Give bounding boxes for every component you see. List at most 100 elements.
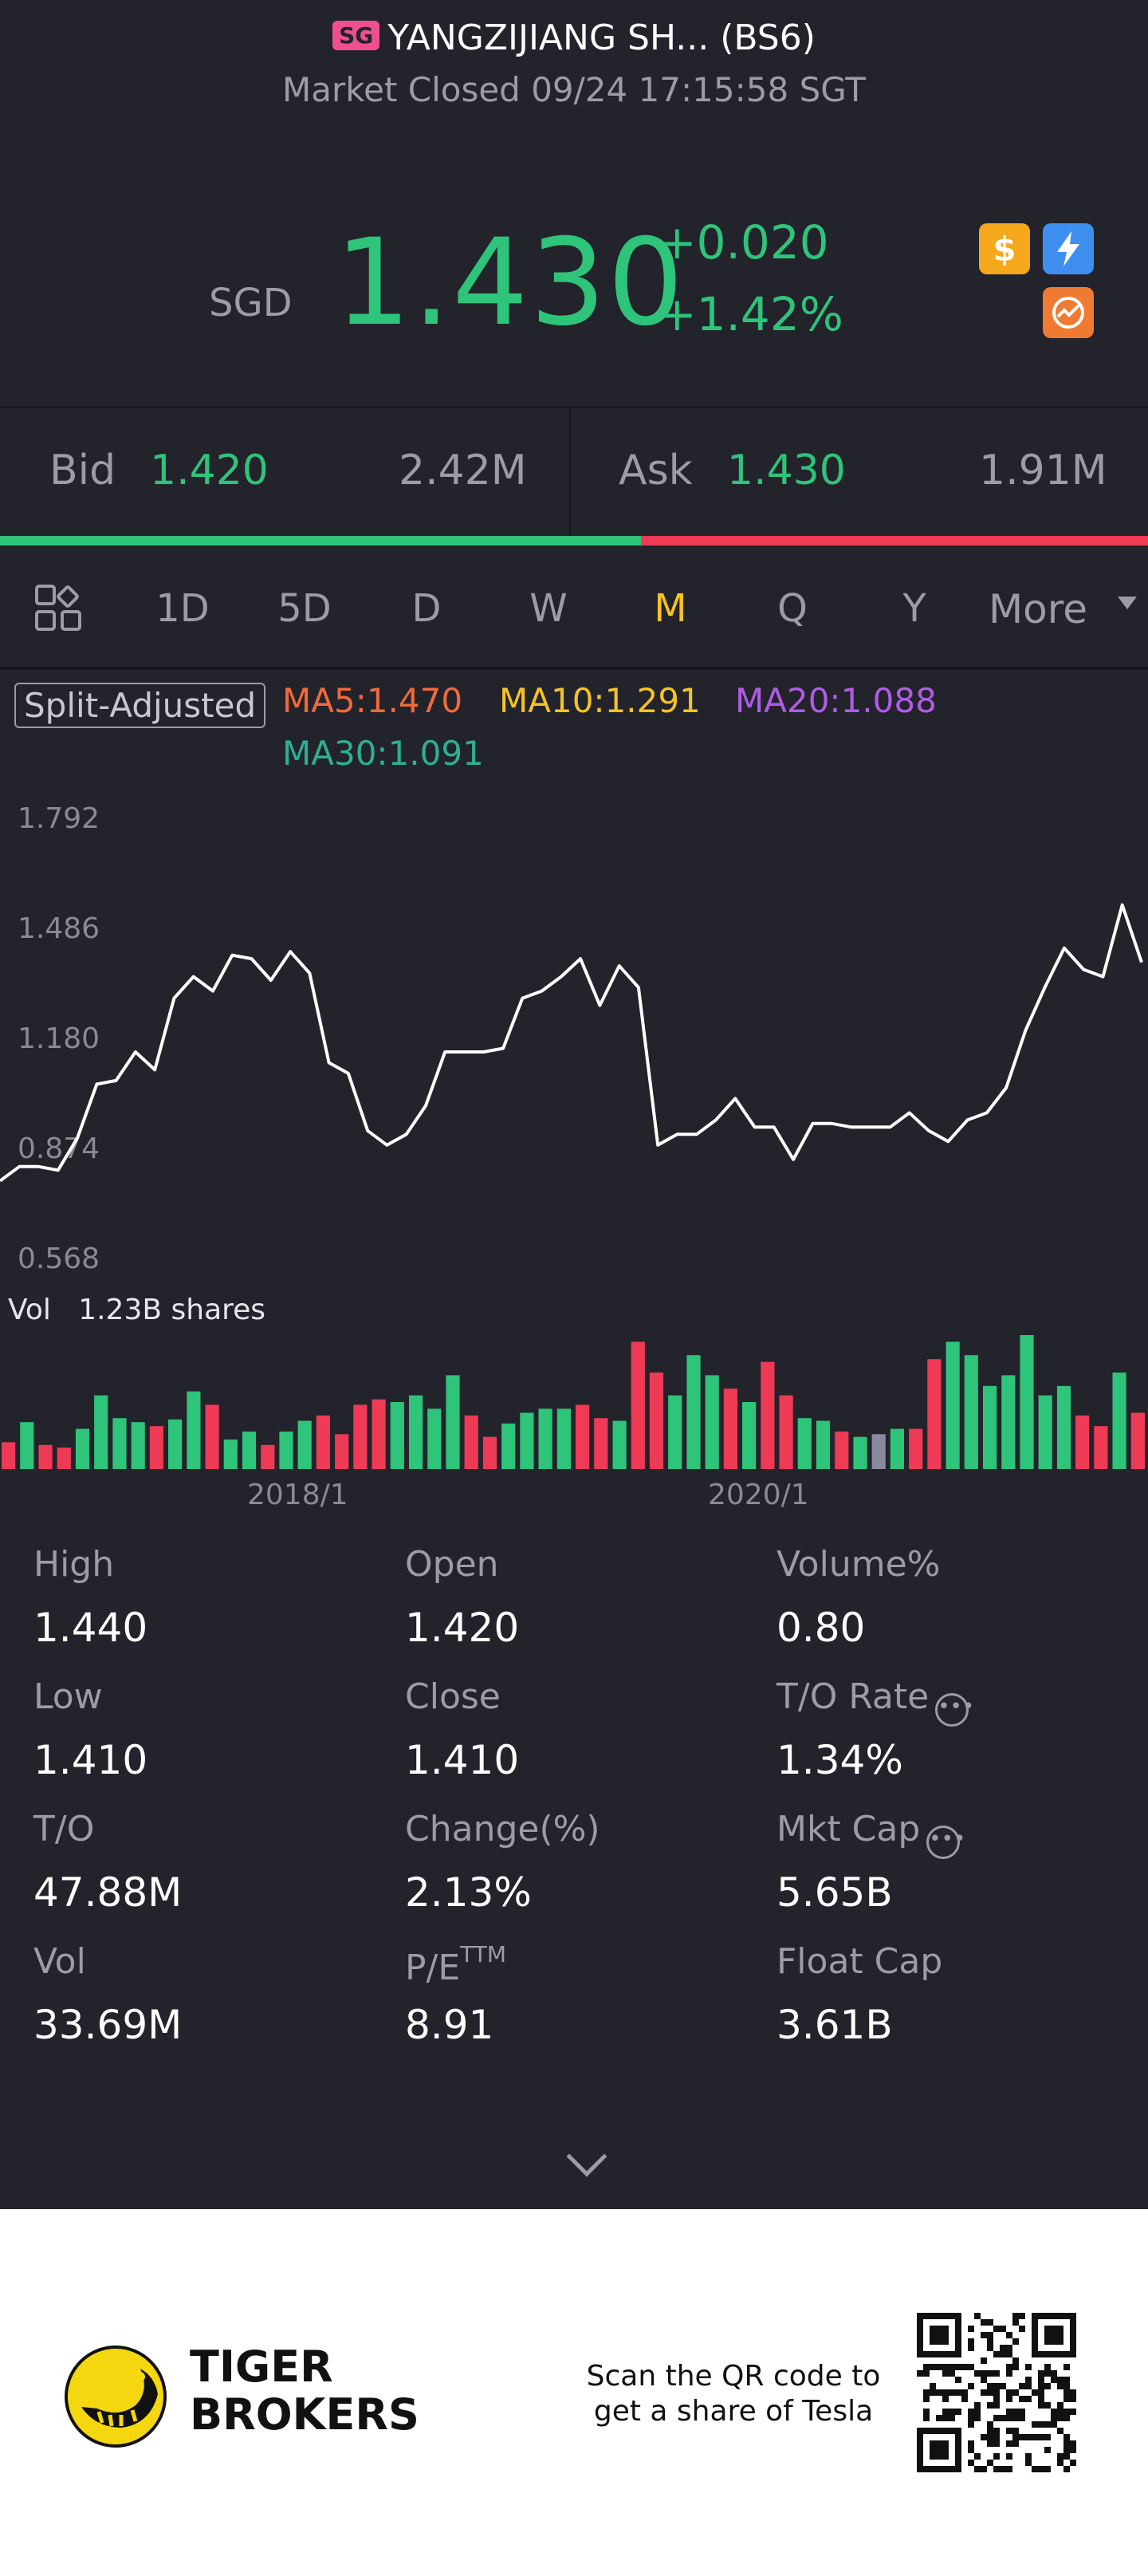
tab-y[interactable]: Y [902, 586, 926, 631]
dollar-icon[interactable]: $ [979, 223, 1030, 274]
stat-value-high: 1.440 [33, 1605, 148, 1651]
tab-d[interactable]: D [411, 586, 442, 631]
volume-bar [761, 1361, 775, 1469]
volume-bar [131, 1422, 145, 1469]
x-tick: 2020/1 [708, 1479, 809, 1511]
stat-label-turnover: T/O [33, 1809, 95, 1849]
grid-icon[interactable] [35, 585, 83, 632]
stat-label-mkt-cap-text: Mkt Cap [776, 1809, 921, 1849]
scan-line-1: Scan the QR code to [586, 2360, 881, 2393]
volume-bar [946, 1341, 960, 1469]
volume-bar [20, 1422, 34, 1469]
stat-value-vol: 33.69M [33, 2002, 183, 2048]
volume-bar [649, 1373, 664, 1469]
divider [0, 668, 1148, 670]
volume-bar [316, 1415, 330, 1469]
volume-bar [372, 1399, 386, 1469]
volume-bar [353, 1404, 368, 1469]
brand-line-2: BROKERS [190, 2389, 419, 2440]
volume-bar [853, 1436, 867, 1469]
ma5-value: MA5:1.470 [282, 681, 463, 720]
volume-bar [1020, 1335, 1034, 1469]
stat-label-mkt-cap: Mkt Cap ••• [776, 1809, 965, 1859]
bid-ask-separator [569, 408, 571, 536]
volume-bar [57, 1448, 71, 1469]
volume-bar [205, 1404, 219, 1469]
stat-label-float-cap: Float Cap [776, 1941, 943, 1982]
stat-value-open: 1.420 [405, 1605, 520, 1651]
volume-bar [779, 1395, 793, 1469]
divider [0, 667, 1148, 668]
stat-value-pe: 8.91 [405, 2002, 494, 2048]
volume-bar [501, 1423, 516, 1469]
volume-bar [835, 1432, 849, 1469]
volume-bar [1056, 1385, 1071, 1469]
chevron-down-icon[interactable] [566, 2136, 607, 2177]
tab-5d[interactable]: 5D [277, 586, 332, 631]
volume-bar-chart[interactable] [0, 1332, 1148, 1469]
stat-label-pe-text: P/E [405, 1948, 461, 1988]
lightning-icon[interactable] [1043, 223, 1094, 274]
volume-bar [261, 1444, 275, 1469]
volume-bar [705, 1375, 719, 1469]
volume-bar [112, 1418, 127, 1469]
bid-price: 1.420 [150, 447, 269, 494]
volume-bar [1094, 1426, 1108, 1469]
volume-bar [890, 1428, 904, 1469]
volume-bar [631, 1341, 645, 1469]
volume-bar [1112, 1373, 1126, 1469]
price-line-chart[interactable] [0, 798, 1148, 1276]
qr-code [917, 2313, 1076, 2472]
brand-line-1: TIGER [190, 2342, 333, 2392]
volume-bar [149, 1426, 163, 1469]
ask-label: Ask [619, 447, 693, 494]
stat-label-to-rate-text: T/O Rate [776, 1676, 930, 1717]
last-price: 1.430 [335, 214, 686, 353]
tab-m[interactable]: M [654, 586, 687, 631]
volume-bar [94, 1395, 108, 1469]
ma10-value: MA10:1.291 [499, 681, 701, 720]
volume-bar [594, 1418, 608, 1469]
ma30-value: MA30:1.091 [282, 734, 484, 773]
volume-bar [686, 1355, 701, 1469]
stat-label-vol: Vol [33, 1941, 86, 1982]
ask-size: 1.91M [979, 447, 1107, 494]
tab-q[interactable]: Q [777, 586, 808, 631]
volume-bar [223, 1440, 238, 1469]
volume-bar [446, 1375, 460, 1469]
volume-bar [168, 1419, 183, 1469]
volume-bar [427, 1408, 442, 1469]
chart-badge-icon[interactable] [1043, 287, 1094, 338]
volume-bar [1038, 1395, 1052, 1469]
volume-title: Vol [8, 1294, 51, 1326]
stat-label-change-pct: Change(%) [405, 1809, 600, 1849]
stock-title[interactable]: YANGZIJIANG SH... (BS6) [387, 18, 816, 58]
price-change-percent: +1.42% [658, 287, 843, 341]
ask-strength-bar [640, 536, 1148, 546]
chevron-down-icon[interactable] [1118, 597, 1137, 609]
tiger-brokers-brand: TIGER BROKERS [190, 2343, 419, 2439]
volume-bar [723, 1388, 737, 1469]
divider [0, 407, 1148, 408]
tab-w[interactable]: W [529, 586, 568, 631]
currency-label: SGD [209, 281, 293, 325]
stat-value-mkt-cap: 5.65B [776, 1869, 893, 1916]
y-tick: 1.180 [18, 1022, 100, 1055]
stat-value-turnover: 47.88M [33, 1869, 183, 1916]
stat-value-close: 1.410 [405, 1737, 520, 1783]
volume-bar [816, 1420, 831, 1469]
more-info-icon[interactable]: ••• [935, 1693, 974, 1727]
split-adjusted-toggle[interactable]: Split-Adjusted [14, 683, 266, 728]
ask-price: 1.430 [727, 447, 846, 494]
tab-more[interactable]: More [989, 586, 1087, 632]
volume-bar [38, 1444, 53, 1469]
volume-bar [538, 1408, 552, 1469]
volume-bar [576, 1404, 590, 1469]
more-info-icon[interactable]: ••• [926, 1826, 965, 1859]
tab-1d[interactable]: 1D [155, 586, 210, 631]
volume-bar [871, 1434, 886, 1469]
volume-bar [742, 1402, 757, 1469]
volume-bar [464, 1415, 478, 1469]
y-tick: 0.874 [18, 1132, 100, 1165]
stat-value-to-rate: 1.34% [776, 1737, 903, 1783]
